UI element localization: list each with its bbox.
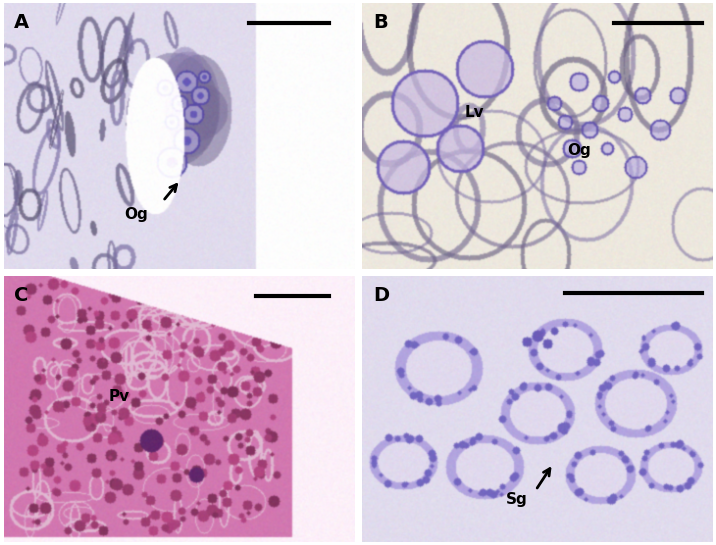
Text: A: A	[14, 14, 29, 32]
Text: Pv: Pv	[109, 389, 130, 404]
Text: D: D	[373, 287, 389, 306]
Text: Lv: Lv	[465, 105, 484, 120]
Text: C: C	[14, 287, 29, 306]
Text: B: B	[373, 14, 387, 32]
Text: Og: Og	[125, 207, 148, 222]
Text: Sg: Sg	[505, 492, 527, 507]
Text: Og: Og	[568, 143, 591, 158]
